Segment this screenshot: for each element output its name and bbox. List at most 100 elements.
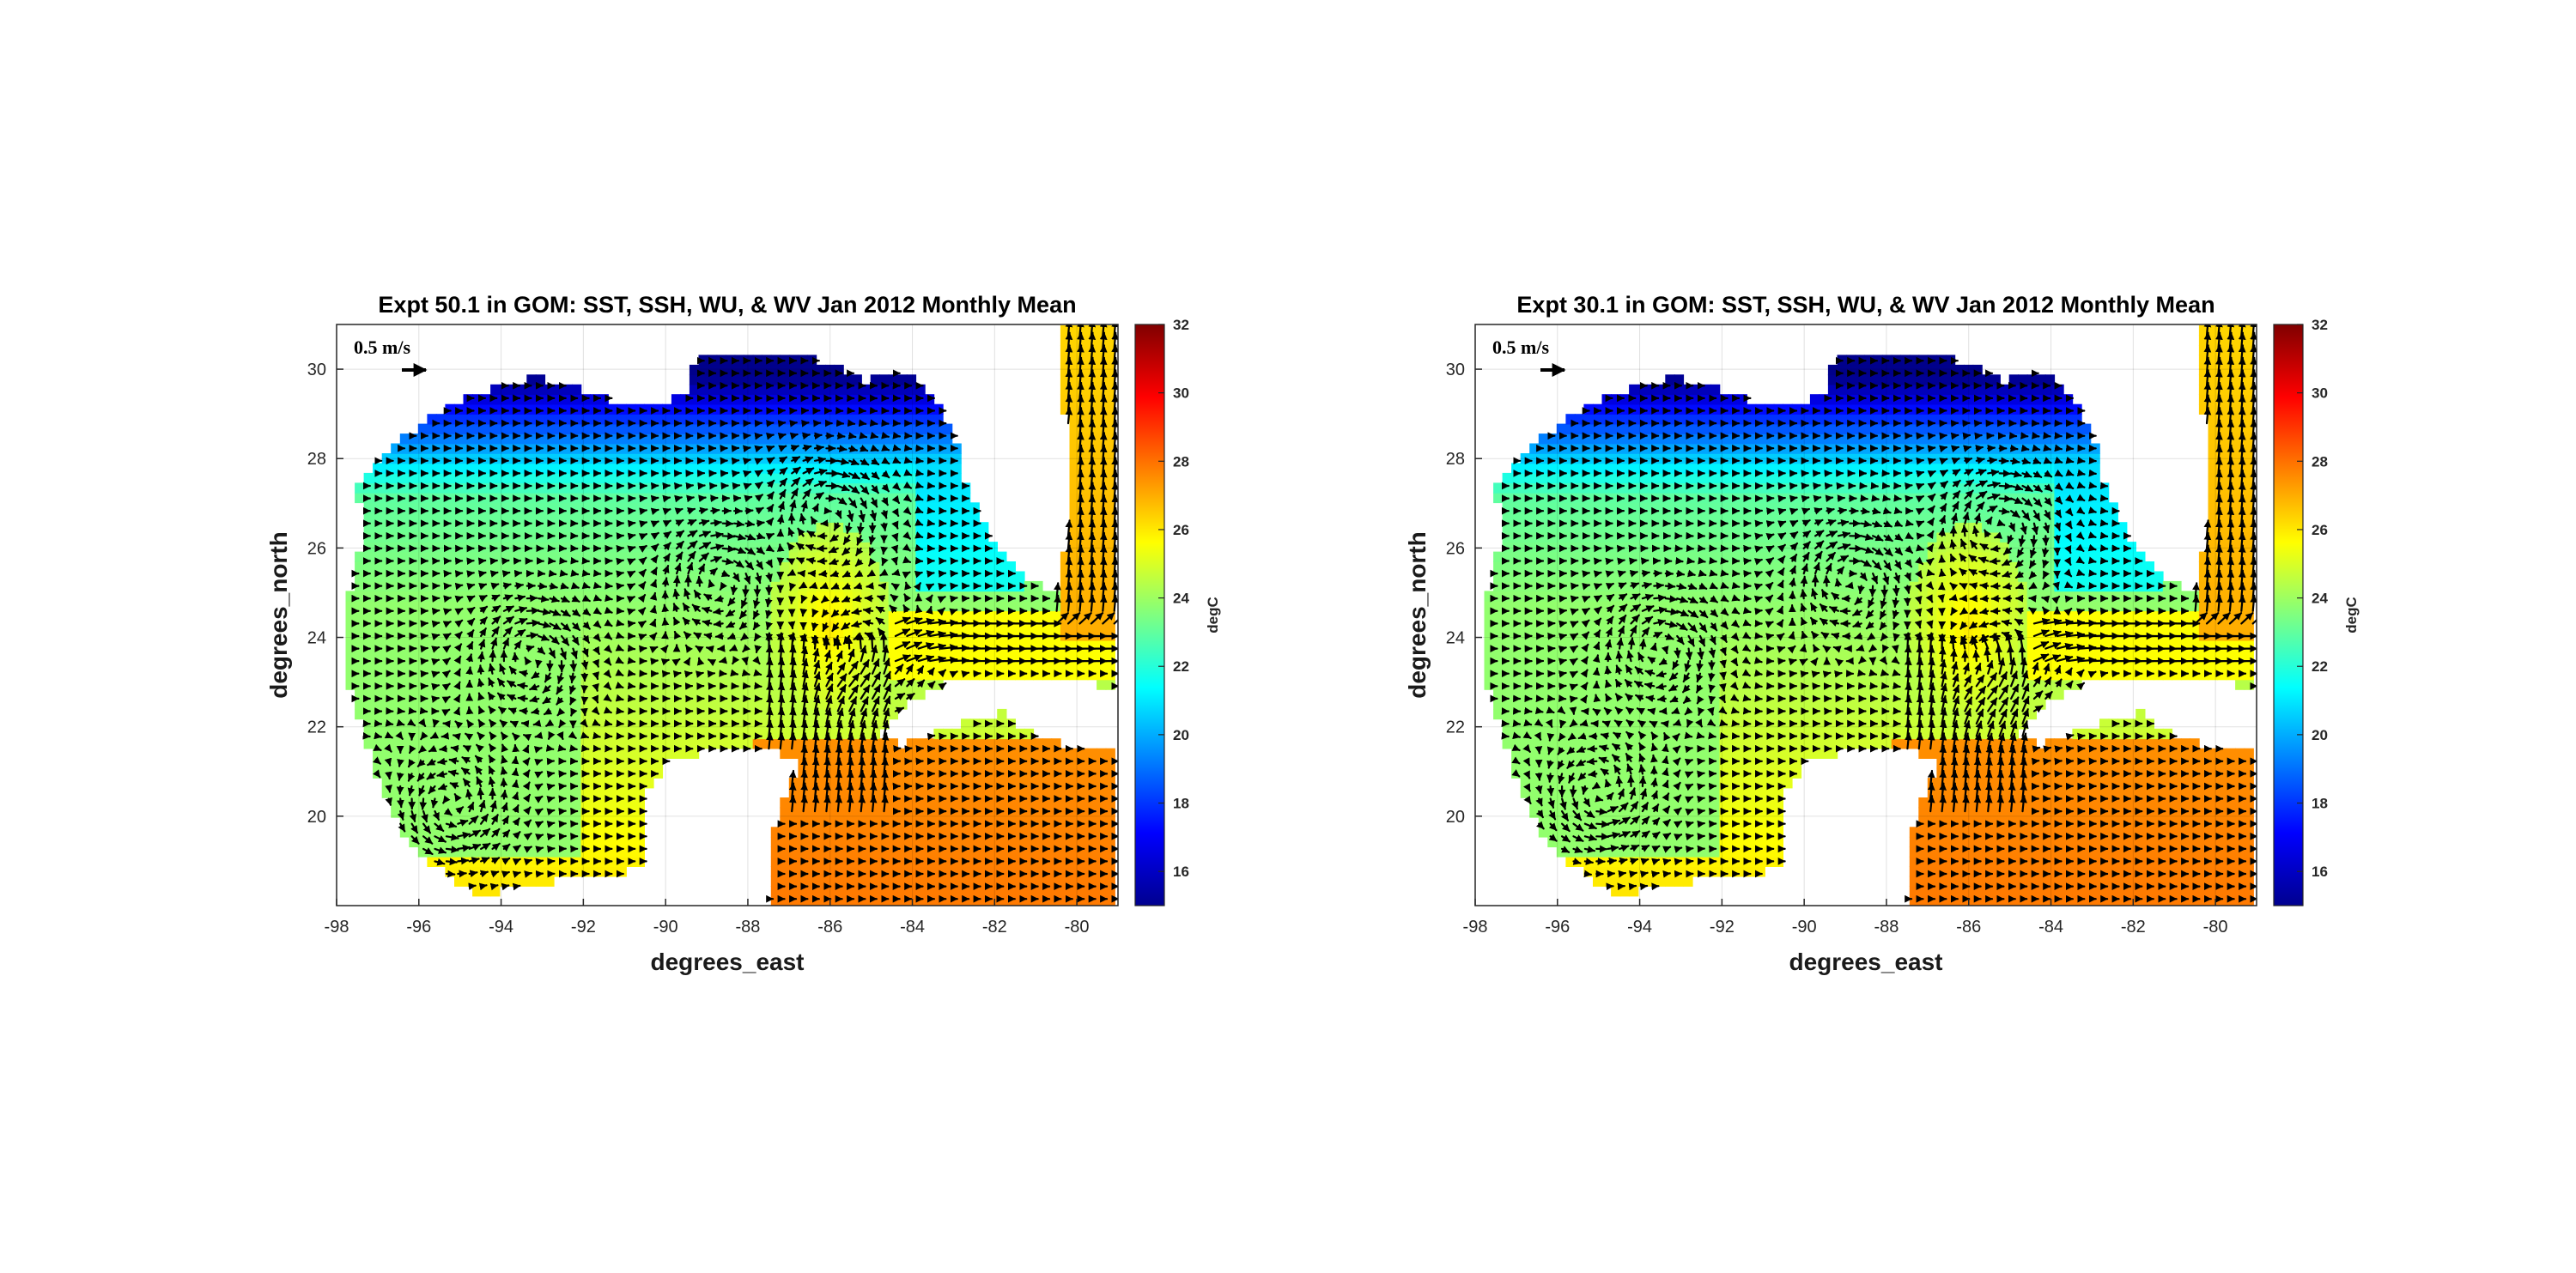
sst-cell [544,512,555,523]
sst-cell [363,522,374,533]
sst-cell [617,542,627,553]
sst-cell [671,650,682,661]
velocity-arrow [639,507,647,516]
sst-cell [708,423,718,434]
sst-cell [698,728,708,740]
sst-cell [562,502,573,513]
sst-cell [526,512,537,523]
sst-cell [816,472,826,484]
sst-cell [834,374,844,385]
sst-cell [1069,895,1079,906]
sst-cell [508,414,519,425]
sst-cell [726,561,736,573]
sst-cell [355,580,365,592]
sst-cell [1097,895,1107,906]
sst-cell [517,778,527,789]
sst-cell [626,414,636,425]
sst-cell [635,688,645,700]
velocity-arrow [627,682,636,690]
sst-cell [635,758,645,769]
sst-cell [698,463,708,474]
sst-cell [726,600,736,612]
sst-cell [508,531,519,543]
sst-cell [508,610,519,621]
sst-cell [726,670,736,681]
sst-cell [1005,816,1016,828]
sst-cell [454,688,465,700]
sst-cell [680,482,690,494]
sst-cell [806,670,817,681]
sst-cell [608,856,618,867]
sst-cell [744,403,754,415]
sst-cell [852,836,862,848]
sst-cell [399,758,410,769]
sst-cell [544,472,555,484]
sst-cell [951,876,962,887]
sst-cell [463,463,473,474]
sst-cell [391,502,401,513]
sst-cell [933,895,944,906]
sst-cell [825,610,835,621]
sst-cell [788,384,799,396]
sst-cell [535,414,546,425]
sst-cell [608,620,618,631]
sst-cell [788,522,799,533]
sst-cell [1042,758,1053,769]
sst-cell [888,866,898,877]
sst-cell [562,561,573,573]
sst-cell [598,816,609,828]
sst-cell [969,512,980,523]
sst-cell [481,482,491,494]
sst-cell [526,836,537,848]
sst-cell [1033,670,1043,681]
sst-cell [788,492,799,504]
sst-cell [943,542,953,553]
sst-cell [481,816,491,828]
sst-cell [454,778,465,789]
sst-cell [544,384,555,396]
sst-cell [454,423,465,434]
sst-cell [788,571,799,582]
sst-cell [726,591,736,602]
sst-cell [1069,374,1079,385]
sst-cell [590,542,600,553]
sst-cell [526,522,537,533]
sst-cell [427,522,437,533]
sst-cell [698,512,708,523]
sst-cell [472,512,483,523]
sst-cell [391,699,401,710]
velocity-arrow [526,607,540,615]
velocity-arrow [708,658,717,667]
sst-cell [816,807,826,818]
sst-cell [435,522,447,533]
sst-cell [435,797,447,809]
sst-cell [816,630,826,641]
sst-cell [635,482,645,494]
sst-cell [572,640,582,651]
sst-cell [373,610,383,621]
sst-cell [806,482,817,494]
sst-cell [517,492,527,504]
sst-cell [716,679,726,690]
sst-cell [680,580,690,592]
sst-cell [517,453,527,464]
sst-cell [562,688,573,700]
sst-cell [508,670,519,681]
sst-cell [553,758,564,769]
sst-cell [897,571,908,582]
sst-cell [1069,522,1079,533]
sst-cell [391,718,401,730]
sst-cell [979,886,989,897]
sst-cell [472,738,483,749]
sst-cell [373,561,383,573]
sst-cell [734,600,744,612]
sst-cell [726,699,736,710]
sst-cell [969,610,980,621]
sst-cell [517,610,527,621]
sst-cell [508,561,519,573]
sst-cell [553,443,564,454]
sst-cell [752,403,762,415]
sst-cell [680,679,690,690]
sst-cell [708,640,718,651]
sst-cell [526,816,537,828]
